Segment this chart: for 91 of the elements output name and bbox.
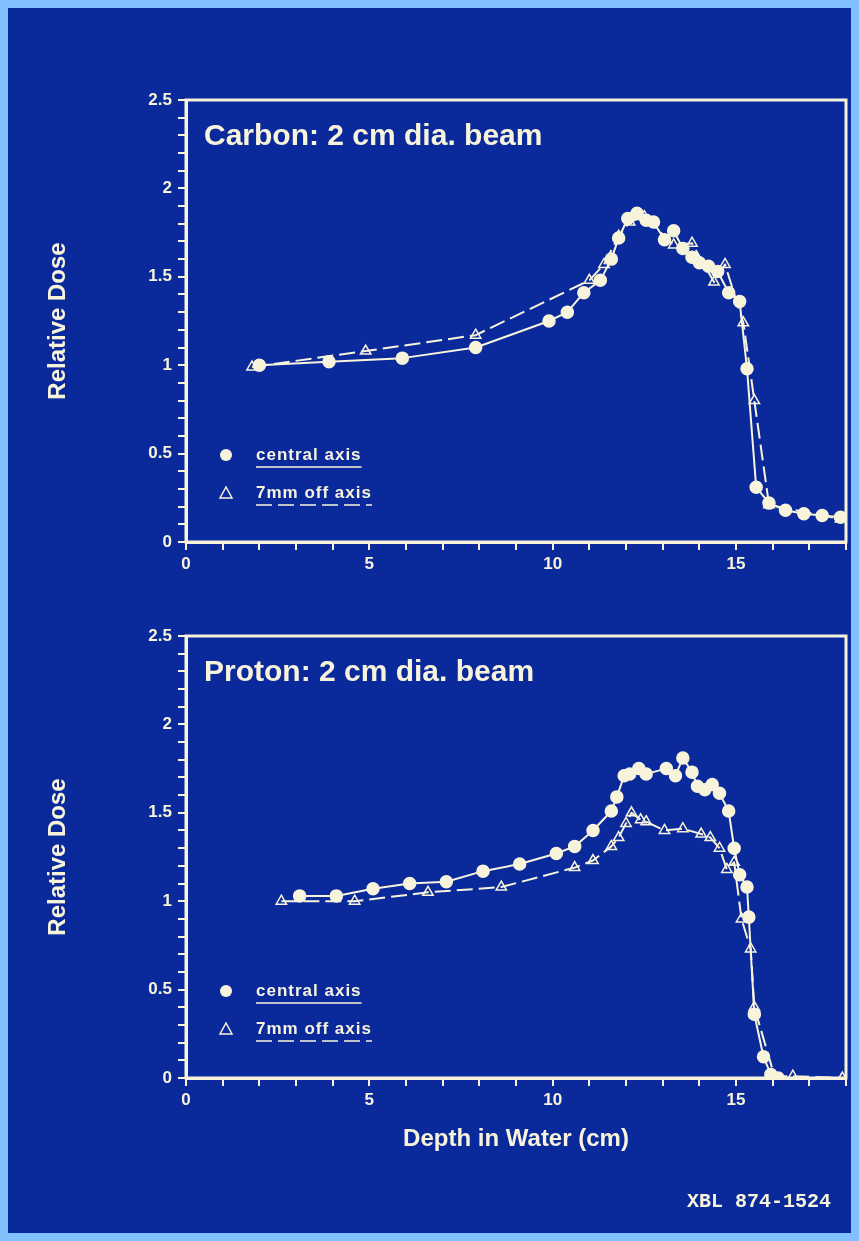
point — [721, 804, 736, 818]
y-axis-title: Relative Dose — [43, 242, 71, 400]
y-tick-label: 0.5 — [148, 443, 172, 463]
point — [695, 827, 708, 838]
point — [605, 839, 618, 851]
x-tick-label: 5 — [364, 553, 375, 573]
point — [587, 853, 599, 865]
point — [593, 273, 608, 288]
point — [359, 344, 372, 355]
point — [727, 841, 741, 855]
point — [598, 257, 610, 269]
point — [685, 765, 699, 779]
text: Carbon: 2 cm dia. beam — [204, 118, 543, 152]
point — [708, 275, 720, 286]
point — [476, 864, 490, 878]
x-axis-title: Depth in Water (cm) — [403, 1124, 629, 1152]
point — [666, 224, 681, 238]
point — [612, 830, 625, 842]
point — [732, 867, 747, 882]
point — [668, 768, 683, 783]
text: XBL 874-1524 — [686, 1190, 831, 1213]
point — [720, 862, 733, 874]
text: Proton: 2 cm dia. beam — [204, 654, 535, 688]
point — [712, 786, 727, 801]
point — [740, 880, 754, 894]
point — [625, 806, 638, 817]
y-tick-label: 2.5 — [148, 625, 172, 645]
point — [395, 351, 410, 365]
point — [246, 360, 258, 371]
y-axis-title: Relative Dose — [43, 778, 71, 936]
point — [640, 814, 653, 826]
point — [748, 393, 761, 405]
y-tick-label: 1 — [162, 890, 172, 910]
point — [659, 761, 674, 776]
point — [604, 804, 619, 818]
x-tick-label: 0 — [181, 1089, 191, 1109]
point — [704, 830, 717, 842]
point — [567, 839, 582, 854]
point — [512, 857, 527, 871]
y-tick-label: 2 — [162, 178, 172, 198]
y-tick-label: 2.5 — [148, 89, 172, 109]
point — [292, 889, 307, 903]
point — [495, 880, 508, 891]
point — [719, 257, 731, 269]
point — [705, 777, 719, 792]
point — [586, 823, 600, 838]
legend-label: 7mm off axis — [256, 1018, 372, 1038]
point — [275, 894, 288, 905]
y-tick-label: 0.5 — [148, 979, 172, 999]
y-tick-label: 1.5 — [148, 802, 172, 822]
legend-label: central axis — [256, 444, 362, 464]
y-tick-label: 1.5 — [148, 266, 172, 286]
x-tick-label: 0 — [181, 553, 191, 573]
y-tick-label: 1 — [162, 354, 172, 374]
point — [577, 285, 591, 300]
point — [737, 316, 750, 327]
point — [748, 1000, 761, 1012]
point — [402, 876, 417, 891]
point — [721, 285, 736, 300]
x-tick-label: 15 — [726, 553, 746, 573]
point — [728, 855, 741, 867]
y-tick-label: 2 — [162, 714, 172, 734]
point — [583, 273, 596, 285]
x-tick-label: 5 — [364, 1089, 375, 1109]
legend-label: central axis — [256, 980, 362, 1000]
point — [676, 821, 689, 833]
point — [422, 885, 434, 897]
x-tick-label: 10 — [543, 553, 563, 573]
point — [639, 767, 653, 781]
point — [744, 942, 757, 953]
point — [439, 875, 454, 889]
y-tick-label: 0 — [162, 1067, 172, 1087]
point — [366, 882, 380, 896]
point — [348, 894, 361, 905]
point — [713, 841, 726, 852]
point — [469, 328, 482, 339]
point — [610, 790, 624, 804]
point — [468, 340, 483, 355]
legend-label: 7mm off axis — [256, 482, 372, 502]
x-tick-label: 10 — [543, 1089, 563, 1109]
point — [568, 860, 581, 872]
point — [560, 305, 575, 319]
point — [620, 816, 632, 828]
point — [634, 813, 647, 824]
point — [549, 846, 564, 861]
x-tick-label: 15 — [726, 1089, 746, 1109]
y-tick-label: 0 — [162, 531, 172, 551]
point — [658, 823, 671, 835]
point — [676, 751, 690, 765]
point — [749, 480, 763, 494]
point — [542, 314, 556, 328]
